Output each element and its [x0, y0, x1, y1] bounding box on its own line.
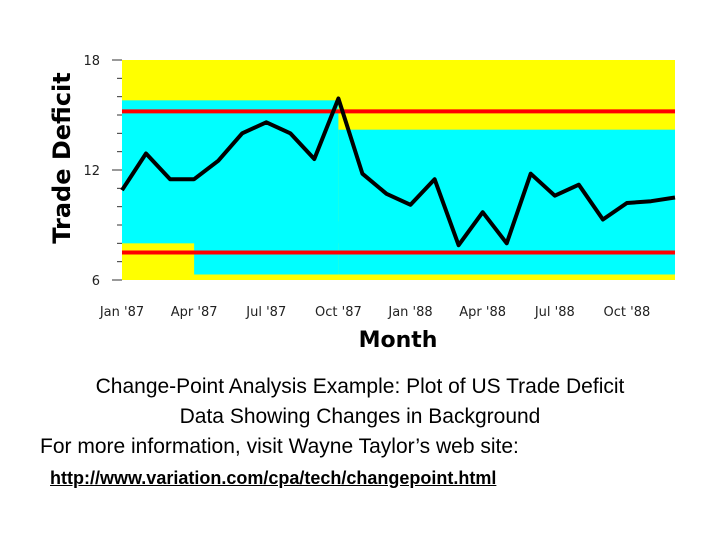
y-tick-label: 12 — [83, 164, 100, 179]
x-tick-label: Jul '88 — [534, 305, 575, 320]
caption: Change-Point Analysis Example: Plot of U… — [40, 372, 680, 462]
caption-line-1: Change-Point Analysis Example: Plot of U… — [95, 375, 625, 398]
y-axis-ticks — [112, 59, 122, 281]
background-bands — [122, 60, 675, 280]
series-line — [120, 96, 676, 248]
caption-line-3: For more information, visit Wayne Taylor… — [40, 435, 519, 458]
control-limit-lines — [122, 109, 675, 255]
x-tick-label: Apr '87 — [171, 305, 218, 320]
x-tick-label: Jul '87 — [245, 305, 286, 320]
website-link[interactable]: http://www.variation.com/cpa/tech/change… — [50, 468, 497, 488]
y-tick-label: 6 — [92, 274, 100, 289]
background-segment — [122, 100, 339, 244]
y-axis-title: Trade Deficit — [48, 72, 76, 244]
x-tick-label: Jan '88 — [387, 305, 432, 320]
y-tick-label: 18 — [83, 54, 100, 69]
x-tick-label: Oct '88 — [604, 305, 651, 320]
x-axis-ticks: Jan '87 Apr '87 Jul '87 Oct '87 Jan '88 Apr '… — [99, 305, 650, 320]
x-tick-label: Jan '87 — [99, 305, 144, 320]
background-segment — [194, 221, 339, 275]
series-layer — [120, 96, 676, 248]
x-tick-label: Oct '87 — [315, 305, 362, 320]
trade-deficit-chart: Jan '87 Apr '87 Jul '87 Oct '87 Jan '88 Apr '… — [48, 54, 676, 353]
y-axis-tick-labels: 6 12 18 — [83, 54, 100, 289]
background-segment — [338, 129, 675, 275]
x-axis-title: Month — [359, 328, 438, 353]
caption-line-2: Data Showing Changes in Background — [179, 405, 541, 428]
x-tick-label: Apr '88 — [459, 305, 506, 320]
